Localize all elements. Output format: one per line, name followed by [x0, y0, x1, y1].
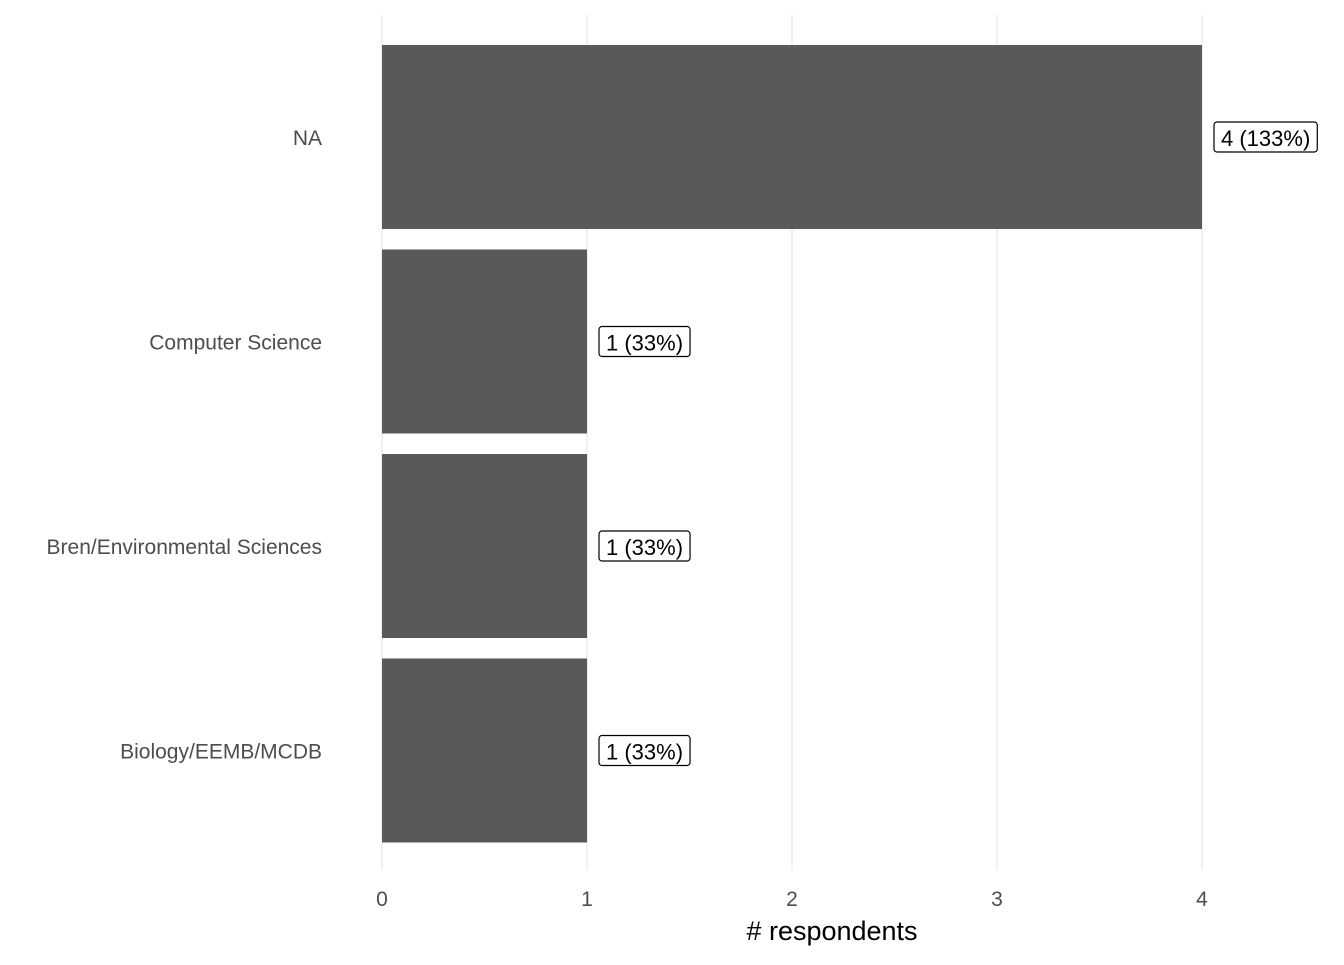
x-axis-tick-labels: 0 1 2 3 4 — [376, 888, 1208, 911]
data-label-text-3: 1 (33%) — [606, 740, 683, 765]
y-axis-tick-labels: NA Computer Science Bren/Environmental Sci… — [47, 127, 322, 764]
bar-3 — [382, 658, 587, 843]
x-tick-label-2: 2 — [786, 888, 798, 911]
data-label-text-0: 4 (133%) — [1221, 126, 1310, 151]
data-label-0: 4 (133%) — [1213, 121, 1318, 153]
x-tick-label-4: 4 — [1196, 888, 1208, 911]
data-label-box-1 — [598, 325, 691, 358]
bar-1 — [382, 249, 587, 434]
data-label-box-0 — [1213, 121, 1318, 153]
data-label-3: 1 (33%) — [598, 734, 691, 767]
bar-0 — [382, 45, 1202, 229]
data-label-box-2 — [598, 530, 691, 562]
y-tick-label-1: Computer Science — [149, 332, 322, 355]
x-tick-label-3: 3 — [991, 888, 1003, 911]
data-label-2: 1 (33%) — [598, 530, 691, 562]
y-tick-label-2: Bren/Environmental Sciences — [47, 536, 322, 559]
bars — [382, 45, 1202, 843]
x-tick-label-0: 0 — [376, 888, 388, 911]
data-label-text-1: 1 (33%) — [606, 331, 683, 356]
data-label-1: 1 (33%) — [598, 325, 691, 358]
bar-2 — [382, 454, 587, 638]
data-label-text-2: 1 (33%) — [606, 535, 683, 560]
y-tick-label-3: Biology/EEMB/MCDB — [120, 741, 322, 764]
data-labels: 4 (133%) 1 (33%) 1 (33%) 1 (33%) — [598, 121, 1318, 767]
y-tick-label-0: NA — [293, 127, 322, 150]
data-label-box-3 — [598, 734, 691, 767]
x-axis-title: # respondents — [746, 916, 917, 946]
x-tick-label-1: 1 — [581, 888, 593, 911]
